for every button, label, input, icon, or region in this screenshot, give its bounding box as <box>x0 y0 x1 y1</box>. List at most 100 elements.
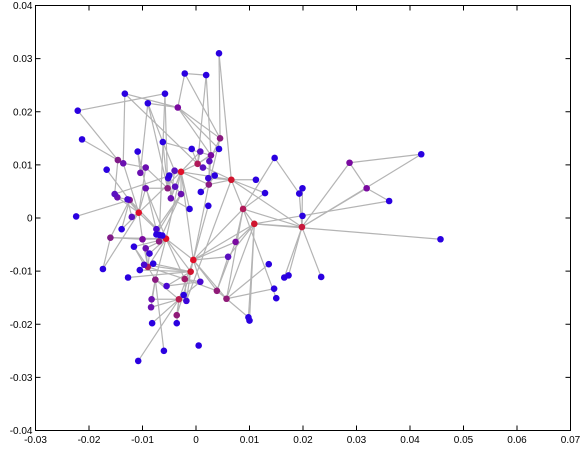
network-edge <box>77 93 166 112</box>
data-point <box>153 225 160 233</box>
data-point <box>207 152 215 159</box>
network-edge <box>151 298 180 324</box>
network-edge <box>349 162 368 189</box>
data-point <box>171 183 179 190</box>
network-edge <box>139 269 191 273</box>
y-tick-label: -0.02 <box>10 320 33 331</box>
data-point <box>173 319 181 327</box>
network-edge <box>177 107 220 150</box>
data-point <box>199 164 207 171</box>
data-point <box>194 160 201 168</box>
data-point <box>202 71 210 79</box>
network-edge <box>184 73 221 139</box>
data-point <box>215 145 223 153</box>
data-point <box>111 190 118 198</box>
network-edge <box>254 223 441 240</box>
data-point <box>211 172 219 179</box>
network-edge <box>102 212 140 270</box>
data-point <box>196 278 204 286</box>
network-edge <box>150 298 180 308</box>
network-edge <box>127 271 191 279</box>
data-point <box>228 176 235 184</box>
network-edge <box>242 208 303 228</box>
data-point <box>224 253 232 261</box>
data-point <box>136 266 144 274</box>
network-edge <box>124 93 178 109</box>
network-edge <box>170 197 190 210</box>
data-point <box>188 145 196 153</box>
data-point <box>163 282 170 290</box>
network-edge <box>180 151 201 173</box>
data-point <box>298 223 306 231</box>
data-point <box>187 268 194 275</box>
data-point <box>142 244 150 252</box>
x-axis: -0.03 -0.02 -0.01 0 0.01 0.02 0.03 0.04 0.05 0.06… <box>24 5 581 446</box>
data-point <box>205 202 212 210</box>
network-edge <box>230 179 303 228</box>
data-point <box>118 225 125 233</box>
network-edge <box>106 169 140 214</box>
network-edge <box>147 103 164 143</box>
data-point <box>107 234 114 241</box>
network-edge <box>192 205 209 261</box>
network-edge <box>218 53 221 139</box>
y-tick-label: -0.01 <box>10 267 33 278</box>
network-edge <box>114 160 119 195</box>
data-point <box>142 164 150 171</box>
data-point <box>272 294 280 302</box>
data-point <box>295 190 303 197</box>
data-point <box>137 169 144 177</box>
network-edge <box>153 263 191 273</box>
network-edge <box>122 163 140 213</box>
network-edge <box>301 162 351 228</box>
network-edge <box>242 157 276 210</box>
data-point <box>417 150 425 158</box>
x-tick-label: 0 <box>193 435 199 446</box>
x-tick-label: 0.02 <box>293 435 313 446</box>
data-point <box>152 276 159 283</box>
data-point <box>246 317 253 324</box>
network-edge <box>192 208 244 261</box>
node-layer <box>72 50 444 365</box>
data-point <box>437 235 444 243</box>
data-point <box>171 167 178 175</box>
data-point <box>167 195 175 202</box>
data-point <box>195 342 202 349</box>
network-edge <box>138 212 144 240</box>
network-edge <box>177 73 186 108</box>
data-point <box>251 220 258 228</box>
network-edge <box>226 288 275 300</box>
data-point <box>173 311 181 319</box>
network-edge <box>366 187 390 202</box>
y-tick-label: -0.04 <box>10 426 33 437</box>
data-point <box>119 159 127 167</box>
network-edge <box>192 259 218 292</box>
network-edge <box>109 199 131 238</box>
x-tick-label: 0.04 <box>400 435 420 446</box>
network-edge <box>242 208 277 299</box>
data-point <box>317 273 325 281</box>
network-edge <box>165 238 192 273</box>
data-point <box>174 104 182 111</box>
network-edge <box>231 179 266 194</box>
data-point <box>135 209 143 216</box>
network-edge <box>165 238 194 261</box>
data-point <box>103 166 110 173</box>
data-point <box>196 148 204 155</box>
data-point <box>158 232 166 239</box>
data-point <box>265 260 273 268</box>
network-edge <box>147 103 169 189</box>
data-point <box>124 196 131 203</box>
x-tick-label: 0.06 <box>507 435 527 446</box>
network-edge <box>145 167 169 189</box>
network-edge <box>166 281 201 287</box>
data-point <box>186 205 193 213</box>
data-point <box>175 295 183 303</box>
data-point <box>232 238 239 246</box>
data-point <box>130 243 138 250</box>
network-edge <box>177 107 221 139</box>
data-point <box>99 265 107 273</box>
data-point <box>299 212 306 220</box>
x-tick-label: -0.02 <box>78 435 101 446</box>
data-point <box>140 261 148 269</box>
